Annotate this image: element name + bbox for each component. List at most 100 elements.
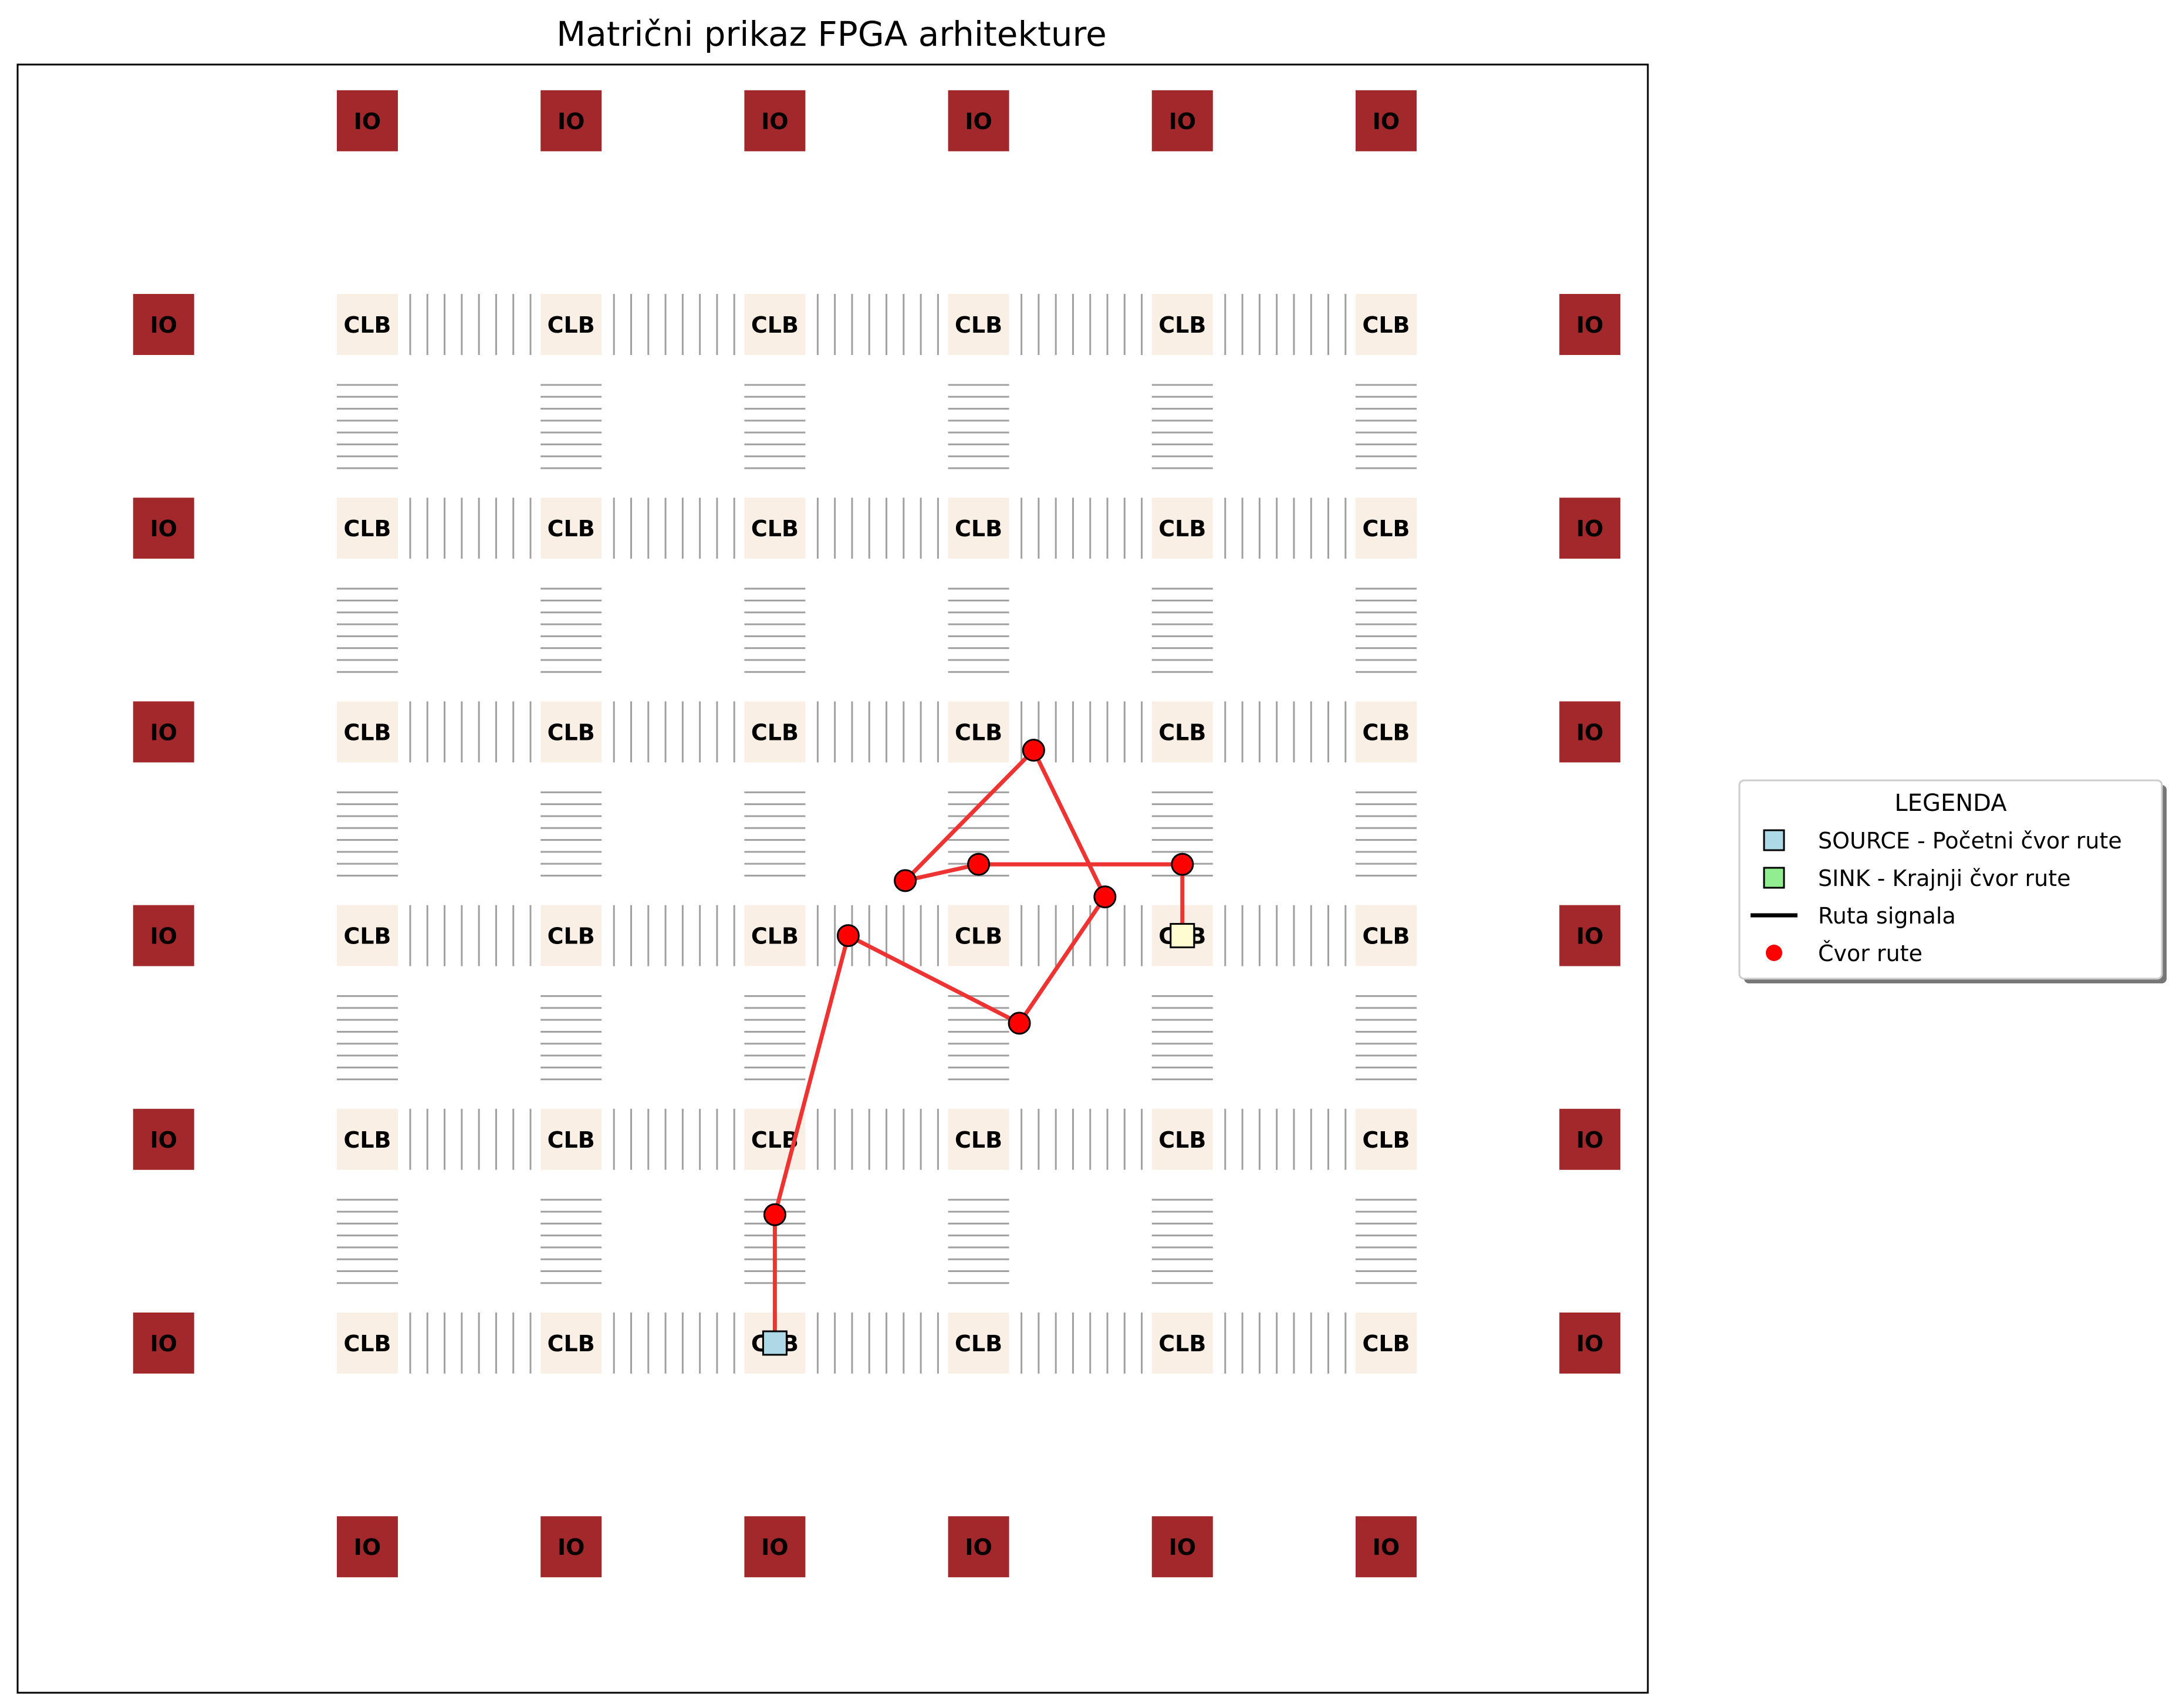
io-block-body bbox=[744, 90, 806, 151]
io-block-label: IO bbox=[1576, 924, 1603, 949]
io-block-body bbox=[948, 90, 1009, 151]
io-block-body bbox=[1559, 701, 1621, 763]
clb-block-body bbox=[337, 1313, 398, 1374]
clb-block-label: CLB bbox=[548, 1127, 595, 1153]
clb-block: CLB bbox=[1151, 701, 1213, 763]
io-block: IO bbox=[133, 905, 194, 966]
io-block-label: IO bbox=[761, 1534, 788, 1560]
clb-block-label: CLB bbox=[343, 1127, 391, 1153]
clb-block-body bbox=[744, 294, 806, 355]
clb-block: CLB bbox=[1151, 1108, 1213, 1170]
io-block-label: IO bbox=[1169, 1534, 1196, 1560]
clb-block-label: CLB bbox=[955, 1127, 1002, 1153]
io-block-body bbox=[1559, 294, 1621, 355]
clb-block-body bbox=[337, 1108, 398, 1170]
clb-block-body bbox=[1356, 294, 1417, 355]
io-block: IO bbox=[337, 1516, 398, 1578]
io-block-label: IO bbox=[150, 924, 177, 949]
clb-block-label: CLB bbox=[1158, 719, 1206, 745]
clb-block: CLB bbox=[1356, 701, 1417, 763]
clb-block-label: CLB bbox=[548, 516, 595, 542]
legend-label: SOURCE - Početni čvor rute bbox=[1818, 828, 2122, 854]
io-block: IO bbox=[744, 1516, 806, 1578]
io-block: IO bbox=[1559, 294, 1621, 355]
clb-block-body bbox=[948, 701, 1009, 763]
io-block-label: IO bbox=[150, 1127, 177, 1153]
io-block-body bbox=[1356, 90, 1417, 151]
clb-block: CLB bbox=[948, 1313, 1009, 1374]
io-block-label: IO bbox=[1576, 516, 1603, 542]
io-block: IO bbox=[1559, 905, 1621, 966]
clb-block-label: CLB bbox=[955, 924, 1002, 949]
clb-block: CLB bbox=[540, 1108, 602, 1170]
clb-block: CLB bbox=[337, 701, 398, 763]
clb-block: CLB bbox=[540, 701, 602, 763]
route-node bbox=[1022, 739, 1045, 762]
io-block-label: IO bbox=[1576, 1331, 1603, 1357]
io-block-label: IO bbox=[1373, 109, 1400, 134]
clb-block-label: CLB bbox=[751, 719, 799, 745]
clb-block: CLB bbox=[337, 294, 398, 355]
io-block-body bbox=[133, 294, 194, 355]
io-block: IO bbox=[337, 90, 398, 151]
clb-block-body bbox=[337, 701, 398, 763]
io-block-label: IO bbox=[354, 1534, 381, 1560]
clb-block: CLB bbox=[744, 294, 806, 355]
clb-block-label: CLB bbox=[1362, 719, 1410, 745]
clb-block: CLB bbox=[1356, 498, 1417, 559]
route-node bbox=[1093, 885, 1117, 909]
logic-blocks: CLB CLB CLB CLB CLB CLB CLB CLB CLB CLB CLB CLB CLB C… bbox=[133, 90, 1621, 1578]
io-block-body bbox=[744, 1516, 806, 1578]
clb-block-body bbox=[540, 1313, 602, 1374]
io-block: IO bbox=[1559, 1108, 1621, 1170]
io-block-label: IO bbox=[1576, 312, 1603, 338]
io-block: IO bbox=[133, 498, 194, 559]
clb-block-label: CLB bbox=[1158, 516, 1206, 542]
route-segment bbox=[903, 862, 981, 883]
io-block-label: IO bbox=[965, 1534, 992, 1560]
clb-block: CLB bbox=[337, 1313, 398, 1374]
route-node bbox=[836, 924, 860, 948]
legend-item: SINK - Krajnji čvor rute bbox=[1763, 865, 2071, 891]
clb-block-label: CLB bbox=[343, 719, 391, 745]
io-block-body bbox=[540, 1516, 602, 1578]
clb-block-label: CLB bbox=[343, 312, 391, 338]
legend-dot bbox=[1766, 945, 1782, 961]
io-block-body bbox=[1151, 90, 1213, 151]
legend-box bbox=[1738, 779, 2163, 980]
io-block: IO bbox=[948, 90, 1009, 151]
io-block-body bbox=[540, 90, 602, 151]
io-block-body bbox=[1356, 1516, 1417, 1578]
routing-channels bbox=[337, 294, 1417, 1374]
io-block-body bbox=[1559, 1313, 1621, 1374]
clb-block-body bbox=[540, 701, 602, 763]
clb-block-body bbox=[948, 1313, 1009, 1374]
clb-block: CLB bbox=[744, 905, 806, 966]
source-marker bbox=[762, 1330, 788, 1356]
clb-block-label: CLB bbox=[1158, 1331, 1206, 1357]
io-block-label: IO bbox=[150, 719, 177, 745]
clb-block-body bbox=[540, 498, 602, 559]
clb-block-label: CLB bbox=[1362, 1127, 1410, 1153]
clb-block-label: CLB bbox=[1362, 312, 1410, 338]
clb-block-body bbox=[540, 1108, 602, 1170]
clb-block: CLB bbox=[1151, 498, 1213, 559]
io-block-label: IO bbox=[1373, 1534, 1400, 1560]
clb-block: CLB bbox=[540, 294, 602, 355]
signal-route bbox=[762, 739, 1195, 1356]
clb-block-label: CLB bbox=[343, 1331, 391, 1357]
io-block-body bbox=[1559, 498, 1621, 559]
clb-block-label: CLB bbox=[1362, 924, 1410, 949]
io-block: IO bbox=[948, 1516, 1009, 1578]
io-block-label: IO bbox=[1576, 719, 1603, 745]
clb-block: CLB bbox=[540, 498, 602, 559]
clb-block-label: CLB bbox=[751, 312, 799, 338]
io-block-label: IO bbox=[354, 109, 381, 134]
legend-label: Čvor rute bbox=[1818, 941, 1922, 966]
io-block: IO bbox=[1356, 90, 1417, 151]
io-block-body bbox=[1151, 1516, 1213, 1578]
clb-block: CLB bbox=[1356, 294, 1417, 355]
route-node bbox=[894, 869, 917, 892]
clb-block-body bbox=[1151, 1108, 1213, 1170]
